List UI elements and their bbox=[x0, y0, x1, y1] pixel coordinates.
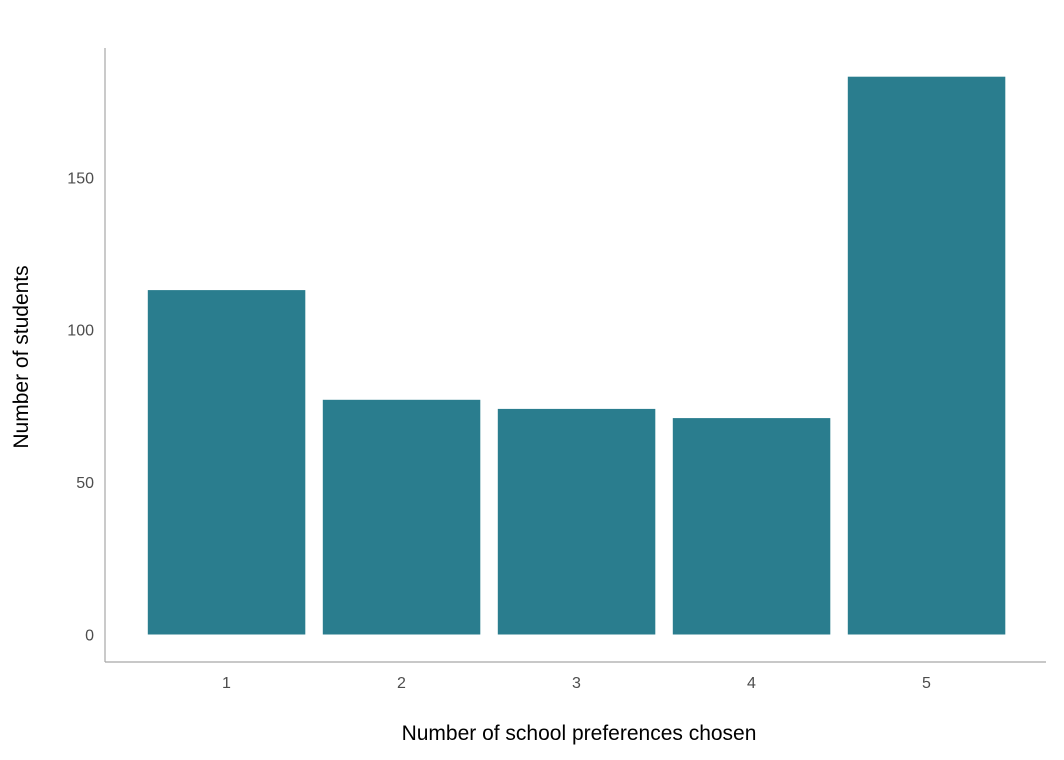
bar-4 bbox=[672, 418, 831, 635]
bar-2 bbox=[322, 399, 481, 635]
y-tick-label-150: 150 bbox=[67, 170, 94, 187]
x-axis-title: Number of school preferences chosen bbox=[402, 722, 757, 745]
x-tick-label-1: 1 bbox=[222, 675, 231, 692]
y-tick-label-50: 50 bbox=[76, 475, 94, 492]
y-axis-title: Number of students bbox=[10, 265, 33, 448]
bars-group bbox=[147, 76, 1006, 635]
x-tick-label-5: 5 bbox=[922, 675, 931, 692]
x-tick-label-4: 4 bbox=[747, 675, 756, 692]
bar-1 bbox=[147, 290, 306, 635]
y-tick-label-100: 100 bbox=[67, 323, 94, 340]
x-tick-label-3: 3 bbox=[572, 675, 581, 692]
y-tick-label-0: 0 bbox=[85, 628, 94, 645]
bar-5 bbox=[847, 76, 1006, 635]
x-tick-label-2: 2 bbox=[397, 675, 406, 692]
bar-3 bbox=[497, 408, 656, 635]
x-tick-labels: 1 2 3 4 5 bbox=[222, 675, 931, 692]
y-tick-labels: 0 50 100 150 bbox=[67, 170, 94, 644]
